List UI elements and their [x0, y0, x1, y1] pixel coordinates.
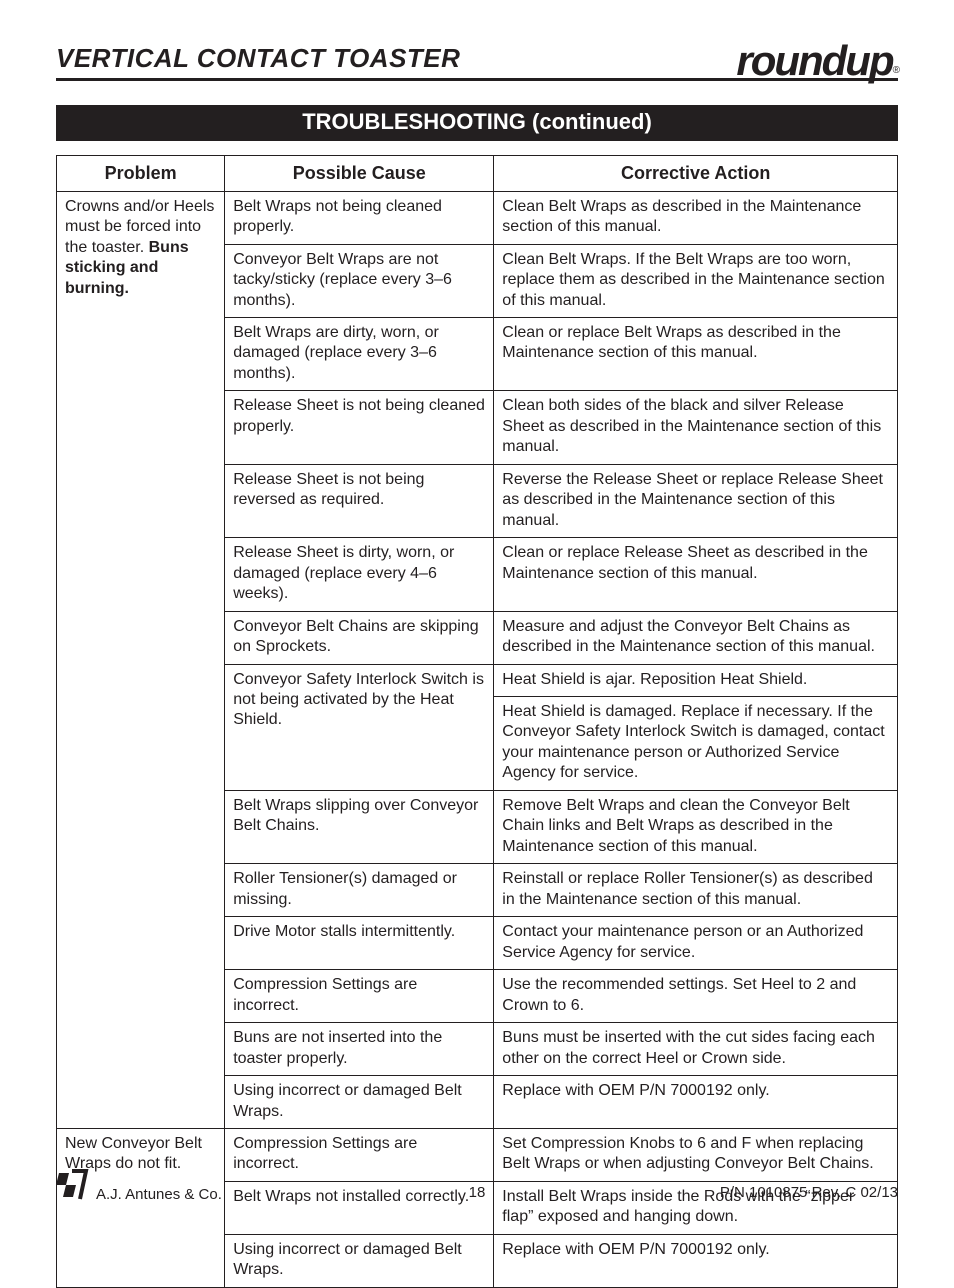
cell-cause: Conveyor Belt Wraps are not tacky/sticky…: [225, 244, 494, 317]
cell-action: Replace with OEM P/N 7000192 only.: [494, 1076, 898, 1129]
footer-company: A.J. Antunes & Co.: [56, 1169, 222, 1201]
cell-cause: Belt Wraps slipping over Conveyor Belt C…: [225, 790, 494, 863]
col-header-problem: Problem: [57, 155, 225, 191]
cell-action: Clean or replace Belt Wraps as described…: [494, 317, 898, 390]
cell-action: Heat Shield is ajar. Reposition Heat Shi…: [494, 664, 898, 696]
cell-action: Heat Shield is damaged. Replace if neces…: [494, 697, 898, 791]
table-row: Crowns and/or Heels must be forced into …: [57, 191, 898, 244]
section-title-bar: TROUBLESHOOTING (continued): [56, 105, 898, 141]
cell-cause: Release Sheet is not being reversed as r…: [225, 464, 494, 537]
cell-action: Clean both sides of the black and silver…: [494, 391, 898, 464]
cell-cause: Buns are not inserted into the toaster p…: [225, 1023, 494, 1076]
troubleshooting-table: Problem Possible Cause Corrective Action…: [56, 155, 898, 1288]
cell-problem: Crowns and/or Heels must be forced into …: [57, 191, 225, 1128]
cell-action: Contact your maintenance person or an Au…: [494, 917, 898, 970]
cell-action: Remove Belt Wraps and clean the Conveyor…: [494, 790, 898, 863]
document-header: VERTICAL CONTACT TOASTER roundup®: [56, 40, 898, 81]
company-logo-icon: [56, 1169, 90, 1201]
cell-action: Use the recommended settings. Set Heel t…: [494, 970, 898, 1023]
cell-cause: Using incorrect or damaged Belt Wraps.: [225, 1234, 494, 1287]
cell-action: Clean Belt Wraps. If the Belt Wraps are …: [494, 244, 898, 317]
cell-cause: Belt Wraps not being cleaned properly.: [225, 191, 494, 244]
cell-action: Buns must be inserted with the cut sides…: [494, 1023, 898, 1076]
cell-cause: Using incorrect or damaged Belt Wraps.: [225, 1076, 494, 1129]
col-header-cause: Possible Cause: [225, 155, 494, 191]
table-body: Crowns and/or Heels must be forced into …: [57, 191, 898, 1287]
cell-action: Replace with OEM P/N 7000192 only.: [494, 1234, 898, 1287]
cell-action: Clean Belt Wraps as described in the Mai…: [494, 191, 898, 244]
brand-logo: roundup®: [736, 44, 898, 78]
cell-action: Reverse the Release Sheet or replace Rel…: [494, 464, 898, 537]
cell-cause: Belt Wraps are dirty, worn, or damaged (…: [225, 317, 494, 390]
page-footer: A.J. Antunes & Co. 18 P/N 1010875 Rev. C…: [56, 1169, 898, 1201]
document-title: VERTICAL CONTACT TOASTER: [56, 43, 460, 74]
col-header-action: Corrective Action: [494, 155, 898, 191]
cell-problem: New Conveyor Belt Wraps do not fit.: [57, 1128, 225, 1287]
cell-cause: Release Sheet is dirty, worn, or damaged…: [225, 538, 494, 611]
cell-cause: Conveyor Safety Interlock Switch is not …: [225, 664, 494, 790]
cell-action: Clean or replace Release Sheet as descri…: [494, 538, 898, 611]
cell-cause: Drive Motor stalls intermittently.: [225, 917, 494, 970]
cell-cause: Release Sheet is not being cleaned prope…: [225, 391, 494, 464]
cell-action: Measure and adjust the Conveyor Belt Cha…: [494, 611, 898, 664]
cell-action: Reinstall or replace Roller Tensioner(s)…: [494, 864, 898, 917]
cell-cause: Compression Settings are incorrect.: [225, 970, 494, 1023]
footer-part-number: P/N 1010875 Rev. C 02/13: [720, 1184, 898, 1201]
footer-company-name: A.J. Antunes & Co.: [96, 1186, 222, 1203]
cell-cause: Roller Tensioner(s) damaged or missing.: [225, 864, 494, 917]
table-header-row: Problem Possible Cause Corrective Action: [57, 155, 898, 191]
cell-cause: Conveyor Belt Chains are skipping on Spr…: [225, 611, 494, 664]
